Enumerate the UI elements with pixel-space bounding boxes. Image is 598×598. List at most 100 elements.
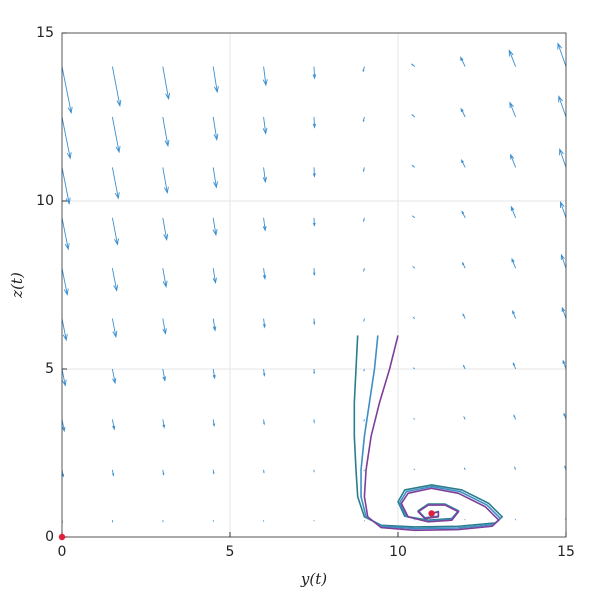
arrow [559,200,566,218]
arrow [562,359,566,370]
arrow [514,466,517,470]
arrow [162,167,169,195]
arrow [557,42,566,67]
trajectories [353,335,503,532]
arrow [111,469,115,477]
arrow [412,316,416,319]
arrow [111,116,121,154]
arrow [510,153,517,168]
arrow [162,368,167,382]
arrow [508,49,517,67]
arrow [111,66,122,108]
arrow [313,368,316,375]
arrow [212,419,216,428]
x-tick-label: 10 [389,544,407,560]
arrow [111,368,117,385]
arrow [463,467,466,471]
arrow [111,217,119,246]
arrow [363,268,365,273]
arrow [263,419,265,426]
arrow [410,63,416,67]
arrow [111,318,118,339]
arrow [362,66,365,73]
arrow [62,318,68,342]
arrow [413,418,416,420]
arrow [262,368,266,377]
arrow [412,266,416,269]
equilibrium-point [58,533,66,541]
arrow [162,116,170,148]
arrow [263,469,265,474]
arrow [559,148,566,168]
x-axis-label: y(t) [300,570,327,588]
arrow [512,309,517,319]
arrow [262,116,268,135]
plot-frame [61,32,567,538]
arrow [313,268,316,277]
arrow [460,158,466,168]
vector-field [62,42,566,524]
arrow [512,362,517,370]
arrow [363,217,365,223]
arrow [212,318,217,332]
arrow [362,116,365,123]
arrow [62,268,69,296]
arrow [262,217,267,232]
arrow [262,167,267,184]
x-tick-label: 15 [557,544,575,560]
arrow [561,306,566,319]
arrow [312,167,316,178]
arrow [313,419,315,424]
y-tick-label: 10 [36,193,54,209]
arrow [111,167,120,200]
arrow [560,253,566,269]
arrow [462,313,466,319]
arrow [459,56,466,67]
arrow [111,419,116,431]
x-tick-label: 0 [58,544,67,560]
arrow [509,101,517,118]
arrow [62,116,72,160]
y-axis-label: z(t) [8,272,26,299]
arrow [461,210,466,219]
arrow [463,415,466,420]
arrow [411,164,416,168]
trajectory [363,335,500,532]
arrow [312,66,317,80]
arrow [62,368,67,387]
arrow [212,368,216,380]
arrow [262,318,266,329]
arrow [62,66,73,115]
arrow [312,217,316,227]
arrow [212,66,219,94]
y-tick-label: 5 [45,361,54,377]
arrow [513,414,517,420]
y-tick-label: 15 [36,25,54,41]
arrow [510,205,517,218]
arrow [212,268,217,284]
arrow [212,217,218,237]
y-tick-label: 0 [45,529,54,545]
arrow [462,364,466,370]
arrow [363,318,365,323]
arrow [460,107,466,118]
arrow [262,268,267,281]
arrow [511,257,517,269]
arrow [362,167,365,173]
arrow [62,217,70,251]
arrow [461,261,466,269]
arrow [62,167,71,205]
arrow [212,469,215,475]
arrow [558,95,566,118]
arrow [212,167,218,189]
arrow [162,268,168,288]
arrow [162,318,167,335]
arrow [411,114,416,118]
equilibrium-point [428,510,435,517]
axes: 0 5 10 15 0 5 10 15 [36,25,575,560]
arrow [111,268,119,292]
arrow [411,215,416,219]
